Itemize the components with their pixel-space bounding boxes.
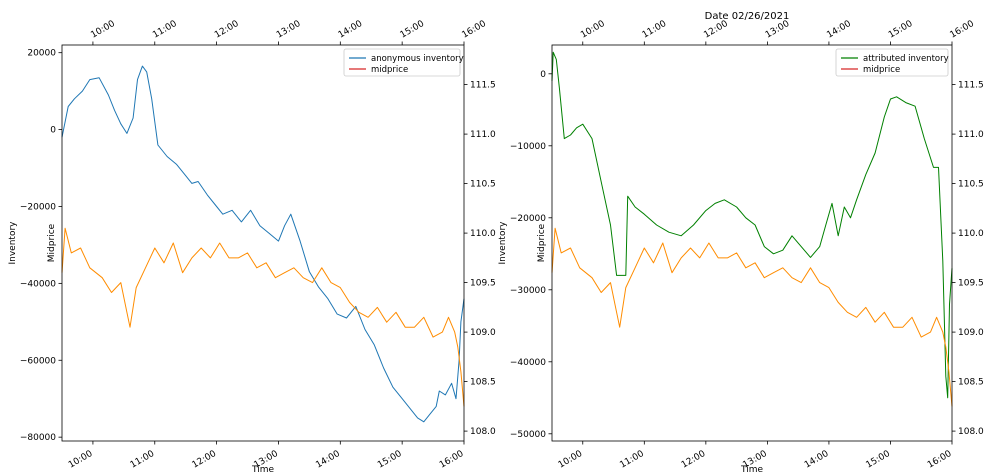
x-tick-label-top: 11:00: [641, 19, 669, 41]
x-tick-label-bottom: 12:00: [680, 449, 708, 471]
series-line-attributed-inventory: [551, 51, 953, 399]
y-left-tick-label: 0: [50, 126, 56, 136]
x-tick-label-top: 16:00: [949, 19, 977, 41]
y-left-tick-label: 0: [540, 70, 546, 80]
x-tick-label-top: 11:00: [151, 19, 179, 41]
y-left-tick-label: −30000: [510, 286, 546, 296]
legend-label: attributed inventory: [863, 54, 949, 64]
y-right-tick-label: 110.0: [958, 229, 984, 239]
y-right-tick-label: 110.5: [470, 180, 496, 190]
y-left-axis-label: Inventory: [8, 221, 18, 265]
x-tick-label-bottom: 15:00: [376, 449, 404, 471]
x-tick-label-top: 12:00: [213, 19, 241, 41]
plot-frame: [551, 44, 953, 442]
legend-label: midprice: [863, 65, 900, 75]
y-left-axis-label: Inventory: [498, 221, 508, 265]
x-tick-label-bottom: 10:00: [557, 449, 585, 471]
y-right-tick-label: 108.0: [958, 427, 984, 437]
y-right-tick-label: 109.5: [470, 279, 496, 289]
x-tick-label-top: 14:00: [337, 19, 365, 41]
y-right-axis-label: Midprice: [537, 223, 547, 262]
y-right-tick-label: 111.5: [470, 81, 496, 91]
y-right-tick-label: 109.0: [958, 328, 984, 338]
y-right-axis-label: Midprice: [47, 223, 57, 262]
series-line-anonymous-inventory: [61, 65, 465, 423]
x-axis-label: Time: [251, 465, 274, 475]
x-tick-label-bottom: 16:00: [926, 449, 954, 471]
x-tick-label-bottom: 10:00: [67, 449, 95, 471]
legend-box: [835, 48, 949, 77]
legend-box: [343, 48, 461, 77]
left-chart: 10:0010:0011:0011:0012:0012:0013:0013:00…: [8, 19, 496, 475]
x-tick-label-top: 10:00: [89, 19, 117, 41]
series-line-midprice: [61, 227, 465, 407]
right-chart: 10:0010:0011:0011:0012:0012:0013:0013:00…: [498, 19, 984, 475]
y-left-tick-label: 20000: [27, 49, 56, 59]
legend-label: midprice: [371, 65, 408, 75]
y-right-tick-label: 108.5: [470, 378, 496, 388]
x-tick-label-bottom: 11:00: [129, 449, 157, 471]
y-left-tick-label: −60000: [20, 356, 56, 366]
y-left-tick-label: −40000: [510, 358, 546, 368]
x-tick-label-bottom: 12:00: [191, 449, 219, 471]
x-tick-label-top: 16:00: [461, 19, 489, 41]
x-tick-label-top: 12:00: [702, 19, 730, 41]
y-right-tick-label: 110.5: [958, 180, 984, 190]
x-tick-label-top: 15:00: [887, 19, 915, 41]
y-right-tick-label: 109.0: [470, 328, 496, 338]
x-tick-label-top: 13:00: [764, 19, 792, 41]
y-left-tick-label: −20000: [510, 214, 546, 224]
y-right-tick-label: 111.0: [470, 130, 496, 140]
series-line-midprice: [551, 227, 953, 407]
x-tick-label-bottom: 11:00: [618, 449, 646, 471]
y-right-tick-label: 109.5: [958, 279, 984, 289]
y-right-tick-label: 111.5: [958, 81, 984, 91]
x-tick-label-bottom: 14:00: [314, 449, 342, 471]
y-right-tick-label: 110.0: [470, 229, 496, 239]
legend-label: anonymous inventory: [371, 54, 464, 64]
y-left-tick-label: −80000: [20, 433, 56, 443]
x-tick-label-top: 14:00: [825, 19, 853, 41]
y-right-tick-label: 108.0: [470, 427, 496, 437]
x-tick-label-top: 15:00: [399, 19, 427, 41]
y-right-tick-label: 108.5: [958, 378, 984, 388]
y-left-tick-label: −40000: [20, 279, 56, 289]
figure-title: Date 02/26/2021: [705, 11, 790, 22]
x-tick-label-bottom: 15:00: [864, 449, 892, 471]
y-right-tick-label: 111.0: [958, 130, 984, 140]
x-tick-label-top: 13:00: [275, 19, 303, 41]
plot-frame: [61, 44, 465, 442]
y-left-tick-label: −20000: [20, 202, 56, 212]
x-tick-label-bottom: 14:00: [803, 449, 831, 471]
x-tick-label-bottom: 16:00: [438, 449, 466, 471]
x-axis-label: Time: [740, 465, 763, 475]
x-tick-label-top: 10:00: [579, 19, 607, 41]
y-left-tick-label: −10000: [510, 142, 546, 152]
y-left-tick-label: −50000: [510, 430, 546, 440]
